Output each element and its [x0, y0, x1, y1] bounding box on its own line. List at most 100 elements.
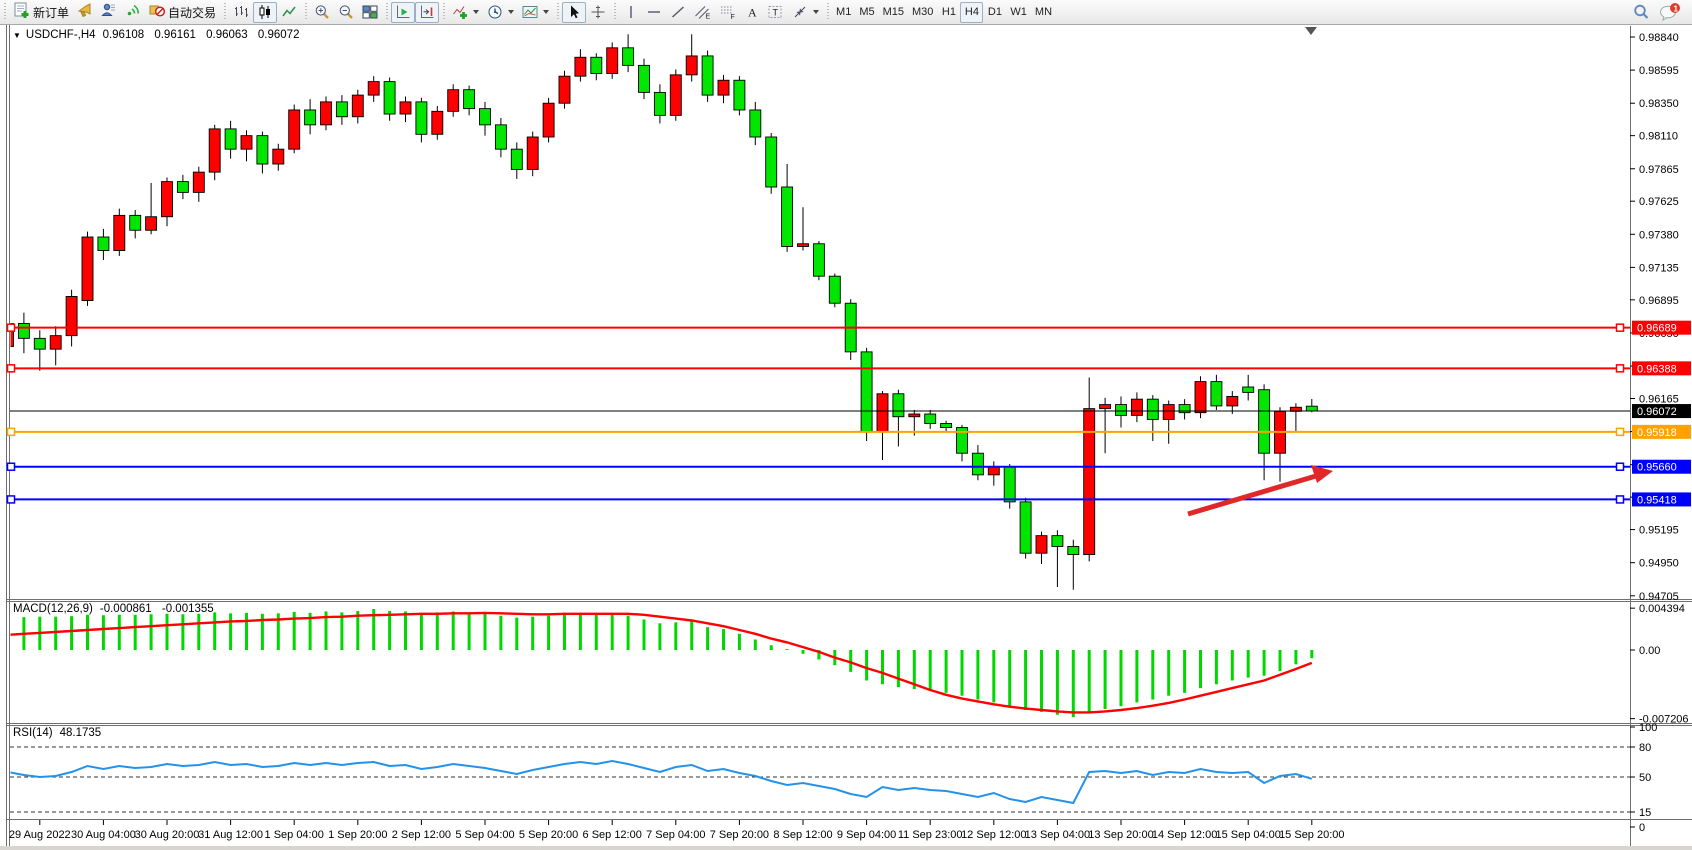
toolbar-grip[interactable]	[555, 3, 561, 21]
candle-body	[33, 337, 46, 350]
horizontal-line-icon	[648, 11, 661, 13]
candle-body	[176, 181, 189, 193]
svg-text:T: T	[773, 8, 779, 18]
periods-button[interactable]	[483, 2, 518, 23]
symbol-period: USDCHF-,H4	[25, 29, 96, 41]
search-button[interactable]	[1628, 2, 1654, 23]
macd-signal-line	[10, 611, 1313, 714]
vertical-line-button[interactable]	[619, 2, 642, 23]
timeframe-d1-button[interactable]: D1	[987, 6, 1002, 18]
horizontal-line-button[interactable]	[642, 2, 666, 23]
new-order-button[interactable]: 新订单	[9, 2, 73, 23]
svg-text:50: 50	[1639, 772, 1651, 784]
svg-text:0.98350: 0.98350	[1639, 98, 1679, 110]
svg-text:7 Sep 04:00: 7 Sep 04:00	[646, 829, 705, 841]
symbol-dropdown-icon[interactable]: ▼	[13, 30, 21, 40]
hline-handle	[6, 323, 16, 332]
shift-marker[interactable]	[1305, 27, 1317, 35]
bar-chart-button[interactable]	[229, 2, 253, 23]
tile-windows-button[interactable]	[358, 2, 382, 23]
crosshair-icon	[591, 5, 605, 19]
macd-axis: 0.004394 0.00 -0.007206	[1630, 603, 1689, 726]
text-label-button[interactable]: T	[763, 2, 788, 23]
channel-button[interactable]: E	[690, 2, 715, 23]
timeframe-m30-button[interactable]: M30	[912, 6, 934, 18]
timeframe-h4-button[interactable]: H4	[960, 1, 984, 23]
zoom-in-button[interactable]	[310, 2, 334, 23]
candle-body	[208, 128, 221, 173]
macd-label: MACD(12,26,9) -0.000861 -0.001355	[13, 603, 214, 615]
trendline-icon	[672, 6, 685, 18]
svg-text:11 Sep 23:00: 11 Sep 23:00	[898, 829, 963, 841]
toolbar-grip[interactable]	[612, 3, 618, 21]
candle-body	[1162, 404, 1175, 420]
trendline-button[interactable]	[666, 2, 690, 23]
svg-text:5 Sep 04:00: 5 Sep 04:00	[455, 829, 514, 841]
text-button[interactable]: A	[740, 2, 763, 23]
svg-text:0.95918: 0.95918	[1637, 427, 1677, 439]
hline-handle	[6, 495, 16, 504]
candle-body	[908, 413, 921, 418]
svg-text:0.97135: 0.97135	[1639, 262, 1679, 274]
candle-body	[542, 102, 555, 138]
cursor-button[interactable]	[562, 1, 587, 23]
fibonacci-button[interactable]: F	[715, 2, 740, 23]
candle-body	[828, 275, 841, 304]
candle-body	[701, 55, 714, 96]
candle-body	[1178, 404, 1191, 414]
toolbar-grip[interactable]	[2, 3, 7, 21]
zoom-out-button[interactable]	[334, 2, 358, 23]
candle-body	[638, 64, 650, 93]
rsi-line	[10, 759, 1313, 805]
svg-text:13 Sep 20:00: 13 Sep 20:00	[1088, 829, 1153, 841]
toolbar-grip[interactable]	[222, 3, 228, 21]
candle-body	[113, 214, 126, 251]
candle-body	[288, 109, 301, 150]
toolbar-grip[interactable]	[303, 3, 309, 21]
svg-text:6 Sep 12:00: 6 Sep 12:00	[583, 829, 642, 841]
timeframe-m5-button[interactable]: M5	[859, 6, 875, 18]
channel-letter: E	[706, 14, 711, 21]
candle-body	[812, 243, 825, 277]
templates-button[interactable]	[518, 2, 553, 23]
hline-handle	[6, 427, 16, 437]
crosshair-button[interactable]	[586, 2, 610, 23]
arrows-button[interactable]	[788, 2, 823, 23]
rsi-value: 48.1735	[59, 727, 102, 739]
candle-body	[685, 55, 698, 76]
arrow-annotation[interactable]	[1187, 465, 1333, 517]
calendar-button[interactable]	[73, 2, 97, 23]
svg-text:0.004394: 0.004394	[1639, 603, 1685, 615]
timeframe-m15-button[interactable]: M15	[882, 6, 904, 18]
candlestick-chart-button[interactable]	[253, 1, 278, 23]
community-button[interactable]	[97, 2, 121, 23]
indicators-icon	[453, 6, 468, 19]
signal-icon	[125, 2, 141, 23]
indicators-button[interactable]	[448, 2, 483, 23]
hline-objects[interactable]	[6, 323, 1631, 504]
line-chart-button[interactable]	[277, 2, 301, 23]
timeframe-m1-button[interactable]: M1	[836, 6, 852, 18]
timeframe-h1-button[interactable]: H1	[941, 6, 956, 18]
bar-chart-icon	[235, 6, 249, 17]
autotrading-button[interactable]: 自动交易	[145, 2, 220, 23]
toolbar-grip[interactable]	[384, 3, 390, 21]
chat-button[interactable]: 1	[1654, 2, 1686, 23]
signal-button[interactable]	[121, 2, 145, 23]
auto-scroll-button[interactable]	[391, 1, 416, 23]
chart-background	[0, 25, 1692, 850]
svg-text:0.96388: 0.96388	[1637, 363, 1677, 375]
svg-text:0.96895: 0.96895	[1639, 295, 1679, 307]
candle-body	[383, 81, 396, 115]
svg-text:12 Sep 12:00: 12 Sep 12:00	[961, 829, 1026, 841]
timeframe-mn-button[interactable]: MN	[1034, 6, 1053, 18]
candle-body	[1242, 386, 1255, 393]
timeframe-w1-button[interactable]: W1	[1010, 6, 1027, 18]
toolbar-grip[interactable]	[825, 3, 831, 21]
chart-shift-button[interactable]	[415, 1, 440, 23]
toolbar-grip[interactable]	[441, 3, 447, 21]
rsi-label: RSI(14) 48.1735	[13, 727, 101, 739]
svg-text:0.98840: 0.98840	[1639, 32, 1679, 44]
